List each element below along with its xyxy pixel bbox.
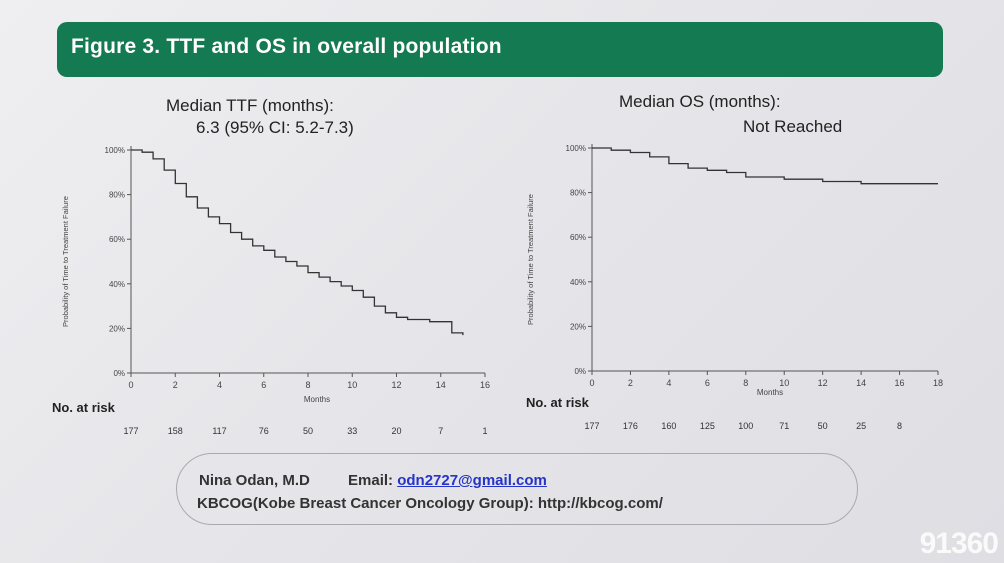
y-tick-label: 20% <box>570 322 586 331</box>
x-tick-label: 10 <box>779 378 789 388</box>
at-risk-count: 176 <box>623 421 638 431</box>
x-tick-label: 6 <box>705 378 710 388</box>
at-risk-count: 125 <box>700 421 715 431</box>
at-risk-count: 76 <box>259 426 269 436</box>
ttf-median-value: 6.3 (95% CI: 5.2-7.3) <box>196 118 354 137</box>
x-axis-label: Months <box>304 395 330 404</box>
email-label: Email: <box>348 472 394 489</box>
x-tick-label: 16 <box>480 380 490 390</box>
x-tick-label: 6 <box>261 380 266 390</box>
x-tick-label: 8 <box>743 378 748 388</box>
y-tick-label: 0% <box>113 369 125 378</box>
survival-curve <box>592 147 938 185</box>
at-risk-count: 158 <box>168 426 183 436</box>
at-risk-count: 160 <box>661 421 676 431</box>
x-tick-label: 14 <box>856 378 866 388</box>
y-tick-label: 60% <box>570 233 586 242</box>
y-axis-label: Probability of Time to Treatment Failure <box>61 196 70 327</box>
ttf-median-label: Median TTF (months): <box>166 96 334 115</box>
x-tick-label: 4 <box>666 378 671 388</box>
survival-curve <box>131 149 464 336</box>
y-tick-label: 40% <box>570 278 586 287</box>
at-risk-count: 25 <box>856 421 866 431</box>
at-risk-count: 100 <box>738 421 753 431</box>
x-tick-label: 2 <box>173 380 178 390</box>
at-risk-count: 1 <box>482 426 487 436</box>
figure-title: Figure 3. TTF and OS in overall populati… <box>71 35 502 58</box>
x-tick-label: 14 <box>436 380 446 390</box>
y-tick-label: 0% <box>574 367 586 376</box>
org-line: KBCOG(Kobe Breast Cancer Oncology Group)… <box>197 495 663 512</box>
figure-banner: Figure 3. TTF and OS in overall populati… <box>57 22 943 77</box>
at-risk-count: 20 <box>391 426 401 436</box>
y-tick-label: 40% <box>109 280 125 289</box>
contact-line: Nina Odan, M.D Email: odn2727@gmail.com <box>199 472 547 489</box>
x-tick-label: 16 <box>895 378 905 388</box>
contact-box: Nina Odan, M.D Email: odn2727@gmail.com … <box>176 453 858 525</box>
watermark-logo: 91360 <box>919 527 999 560</box>
at-risk-label: No. at risk <box>52 400 116 415</box>
os-median-label: Median OS (months): <box>619 92 781 111</box>
at-risk-count: 117 <box>212 426 226 436</box>
at-risk-count: 50 <box>818 421 828 431</box>
x-tick-label: 12 <box>391 380 401 390</box>
at-risk-count: 177 <box>123 426 138 436</box>
x-tick-label: 0 <box>128 380 133 390</box>
at-risk-count: 8 <box>897 421 902 431</box>
at-risk-count: 71 <box>779 421 789 431</box>
x-tick-label: 8 <box>305 380 310 390</box>
y-axis-label: Probability of Time to Treatment Failure <box>526 194 535 325</box>
x-tick-label: 10 <box>347 380 357 390</box>
y-tick-label: 20% <box>109 324 125 333</box>
at-risk-count: 33 <box>347 426 357 436</box>
x-axis-label: Months <box>757 388 783 397</box>
y-tick-label: 100% <box>566 144 586 153</box>
x-tick-label: 4 <box>217 380 222 390</box>
y-tick-label: 80% <box>570 189 586 198</box>
y-tick-label: 100% <box>105 146 125 155</box>
at-risk-label: No. at risk <box>526 395 590 410</box>
x-tick-label: 2 <box>628 378 633 388</box>
at-risk-count: 7 <box>438 426 443 436</box>
at-risk-count: 50 <box>303 426 313 436</box>
email-link[interactable]: odn2727@gmail.com <box>397 472 547 489</box>
at-risk-count: 177 <box>584 421 599 431</box>
y-tick-label: 80% <box>109 191 125 200</box>
contact-name: Nina Odan, M.D <box>199 472 310 489</box>
x-tick-label: 0 <box>589 378 594 388</box>
x-tick-label: 12 <box>818 378 828 388</box>
y-tick-label: 60% <box>109 235 125 244</box>
os-median-value: Not Reached <box>743 117 843 136</box>
x-tick-label: 18 <box>933 378 943 388</box>
